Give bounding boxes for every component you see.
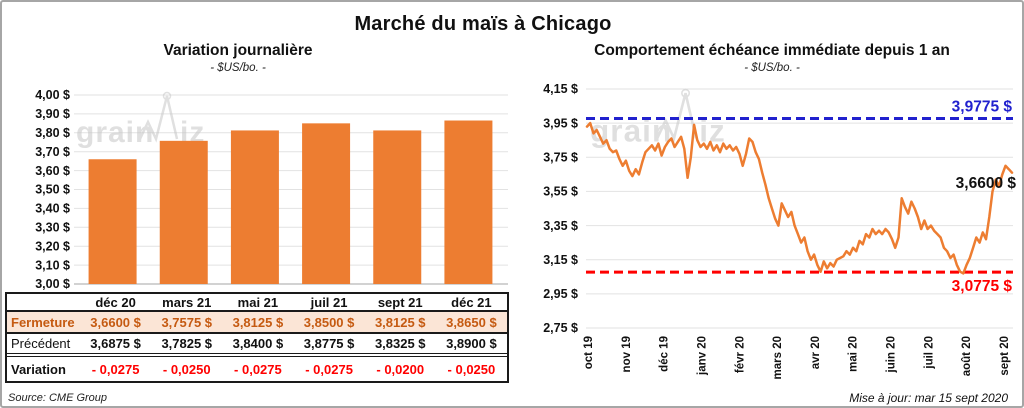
- value-cell: 3,8400 $: [232, 336, 284, 351]
- value-cell: 3,6600 $: [90, 314, 141, 330]
- y-tick-label: 4,00 $: [35, 88, 70, 102]
- x-tick-label: déc 19: [659, 336, 671, 372]
- x-tick-label: juin 20: [886, 336, 898, 373]
- bar: [230, 130, 279, 284]
- y-tick-label: 3,75 $: [543, 150, 578, 164]
- source-note: Source: CME Group: [8, 392, 108, 404]
- watermark-peak-dot: [162, 91, 172, 101]
- value-cell: 3,8900 $: [446, 336, 497, 351]
- bar: [373, 130, 422, 284]
- x-tick-label: mai 20: [848, 336, 860, 372]
- column-header: sept 21: [377, 294, 423, 310]
- line-chart-title: Comportement échéance immédiate depuis 1…: [594, 42, 950, 59]
- y-tick-label: 3,95 $: [543, 116, 578, 130]
- summary-table: déc 20 mars 21 mai 21 juil 21 sept 21 déc 21 F…: [5, 292, 509, 383]
- y-tick-label: 3,70 $: [35, 145, 70, 159]
- y-tick-label: 3,00 $: [35, 277, 70, 291]
- value-cell: 3,8775 $: [303, 336, 355, 351]
- updated-note: Mise à jour: mar 15 sept 2020: [849, 391, 1008, 405]
- bar: [302, 123, 351, 284]
- watermark-zigzag: [656, 92, 698, 143]
- x-tick-label: sept 20: [999, 336, 1011, 376]
- x-tick-label: févr 20: [734, 336, 746, 373]
- price-line: [585, 121, 1014, 275]
- table-row-close: Fermeture 3,6600 $ 3,7575 $ 3,8125 $ 3,8500 …: [7, 312, 507, 334]
- value-cell: 3,8325 $: [374, 336, 426, 351]
- y-tick-label: 3,60 $: [35, 164, 70, 178]
- column-header: mai 21: [237, 294, 279, 310]
- table-row-variation: Variation - 0,0275 - 0,0250 - 0,0275 - 0,027…: [7, 357, 507, 381]
- value-cell: - 0,0275: [234, 361, 282, 377]
- value-cell: 3,7575 $: [161, 314, 213, 330]
- line-chart-subtitle: - $US/bo. -: [744, 62, 800, 74]
- value-cell: - 0,0200: [376, 361, 425, 377]
- value-cell: - 0,0275: [91, 361, 140, 377]
- x-tick-label: mars 20: [772, 336, 784, 379]
- bar-chart-subtitle: - $US/bo. -: [210, 62, 266, 74]
- bar-chart-title: Variation journalière: [163, 42, 313, 59]
- y-tick-label: 3,30 $: [35, 221, 70, 235]
- value-cell: - 0,0250: [162, 361, 211, 377]
- y-tick-label: 3,90 $: [35, 107, 70, 121]
- bar: [444, 120, 493, 284]
- x-tick-label: nov 19: [621, 336, 633, 372]
- x-tick-label: oct 19: [583, 336, 595, 369]
- watermark-peak-dot: [681, 88, 691, 98]
- y-tick-label: 2,95 $: [543, 287, 578, 301]
- y-tick-label: 3,10 $: [35, 258, 70, 272]
- watermark-zigzag: [138, 95, 179, 143]
- y-tick-label: 3,35 $: [543, 219, 578, 233]
- watermark-text: grain: [76, 116, 154, 149]
- y-tick-label: 3,40 $: [35, 202, 70, 216]
- x-tick-label: août 20: [961, 336, 973, 376]
- table-row-previous: Précédent 3,6875 $ 3,7825 $ 3,8400 $ 3,8775 …: [7, 334, 507, 357]
- row-label: Fermeture: [11, 314, 75, 330]
- last-price-label: 3,6600 $: [956, 175, 1017, 192]
- value-cell: 3,6875 $: [90, 336, 141, 351]
- x-tick-label: juil 20: [923, 336, 935, 370]
- value-cell: 3,8650 $: [446, 314, 497, 330]
- x-tick-label: avr 20: [810, 336, 822, 369]
- x-tick-label: janv 20: [696, 336, 708, 376]
- value-cell: 3,8125 $: [374, 314, 426, 330]
- y-tick-label: 4,15 $: [543, 82, 578, 96]
- column-header: mars 21: [162, 294, 212, 310]
- row-label: Variation: [11, 361, 66, 377]
- y-tick-label: 3,20 $: [35, 239, 70, 253]
- table-row-head: déc 20 mars 21 mai 21 juil 21 sept 21 déc 21: [7, 294, 507, 312]
- max-line-label: 3,9775 $: [952, 98, 1013, 115]
- value-cell: - 0,0275: [305, 361, 353, 377]
- bar: [88, 159, 137, 284]
- min-line-label: 3,0775 $: [952, 278, 1013, 295]
- y-tick-label: 3,15 $: [543, 253, 578, 267]
- value-cell: - 0,0250: [447, 361, 496, 377]
- column-header: juil 21: [310, 294, 348, 310]
- column-header: déc 21: [451, 294, 492, 310]
- row-label: Précédent: [11, 336, 71, 351]
- value-cell: 3,8500 $: [303, 314, 355, 330]
- y-tick-label: 3,55 $: [543, 185, 578, 199]
- value-cell: 3,8125 $: [232, 314, 284, 330]
- column-header: déc 20: [95, 294, 136, 310]
- value-cell: 3,7825 $: [161, 336, 213, 351]
- y-tick-label: 3,50 $: [35, 183, 70, 197]
- bar: [159, 140, 208, 284]
- y-tick-label: 3,80 $: [35, 126, 70, 140]
- y-tick-label: 2,75 $: [543, 321, 578, 335]
- page-title: Marché du maïs à Chicago: [354, 13, 612, 35]
- grainwiz-watermark: grain iz: [76, 91, 204, 149]
